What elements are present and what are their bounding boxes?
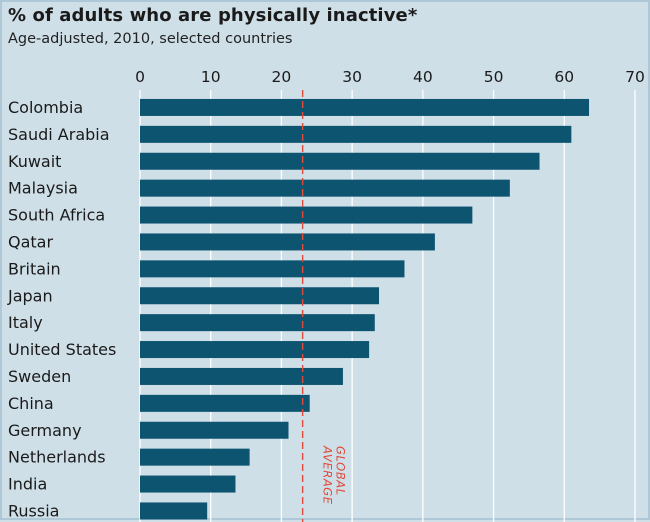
x-tick-label: 50	[484, 68, 504, 86]
bar	[140, 502, 208, 520]
bar	[140, 206, 473, 224]
bar	[140, 179, 510, 197]
x-tick-label: 60	[554, 68, 574, 86]
category-label: China	[8, 394, 54, 413]
chart-subtitle: Age-adjusted, 2010, selected countries	[8, 31, 293, 47]
bar	[140, 152, 540, 170]
global-average-label-line: AVERAGE	[321, 445, 335, 505]
category-label: Netherlands	[8, 448, 106, 467]
bar	[140, 233, 435, 251]
category-label: Japan	[7, 286, 53, 305]
x-tick-label: 20	[272, 68, 292, 86]
category-label: India	[8, 475, 47, 494]
category-label: Saudi Arabia	[8, 125, 110, 144]
bar	[140, 314, 375, 332]
category-label: Britain	[8, 259, 61, 278]
bar	[140, 287, 380, 305]
bar	[140, 394, 310, 412]
bar	[140, 341, 370, 359]
category-label: Italy	[8, 313, 43, 332]
x-tick-label: 10	[201, 68, 221, 86]
x-tick-label: 70	[625, 68, 645, 86]
bar	[140, 475, 236, 493]
x-tick-label: 0	[135, 68, 145, 86]
bar	[140, 98, 590, 116]
bar	[140, 421, 289, 439]
chart-title: % of adults who are physically inactive*	[8, 5, 418, 26]
bar	[140, 367, 343, 385]
bar	[140, 448, 250, 466]
global-average-label-line: GLOBAL	[334, 446, 348, 496]
bar	[140, 125, 572, 143]
category-label: Colombia	[8, 98, 83, 117]
x-tick-label: 30	[342, 68, 362, 86]
category-label: Germany	[8, 421, 82, 440]
category-label: Sweden	[8, 367, 71, 386]
category-label: Qatar	[8, 232, 53, 251]
category-label: Malaysia	[8, 179, 78, 198]
bar	[140, 260, 405, 278]
category-label: Kuwait	[8, 152, 61, 171]
category-label: Russia	[8, 501, 59, 520]
category-label: South Africa	[8, 206, 105, 225]
x-tick-label: 40	[413, 68, 433, 86]
category-label: United States	[8, 340, 116, 359]
